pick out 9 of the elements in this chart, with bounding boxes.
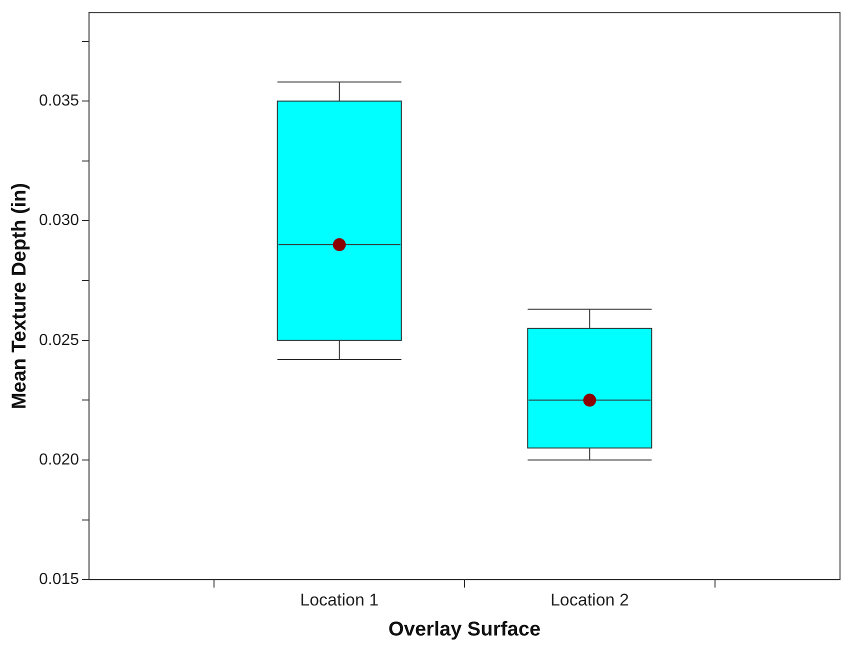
y-tick-label: 0.030 <box>38 212 80 230</box>
y-tick-label: 0.015 <box>38 571 80 588</box>
y-tick-label: 0.035 <box>38 92 80 110</box>
y-axis-title: Mean Texture Depth (in) <box>8 182 31 410</box>
y-tick-label: 0.025 <box>38 332 80 349</box>
y-tick-label: 0.020 <box>38 451 80 468</box>
x-axis-title: Overlay Surface <box>388 618 541 641</box>
x-tick-label: Location 1 <box>300 590 379 610</box>
x-tick-label: Location 2 <box>550 590 629 610</box>
